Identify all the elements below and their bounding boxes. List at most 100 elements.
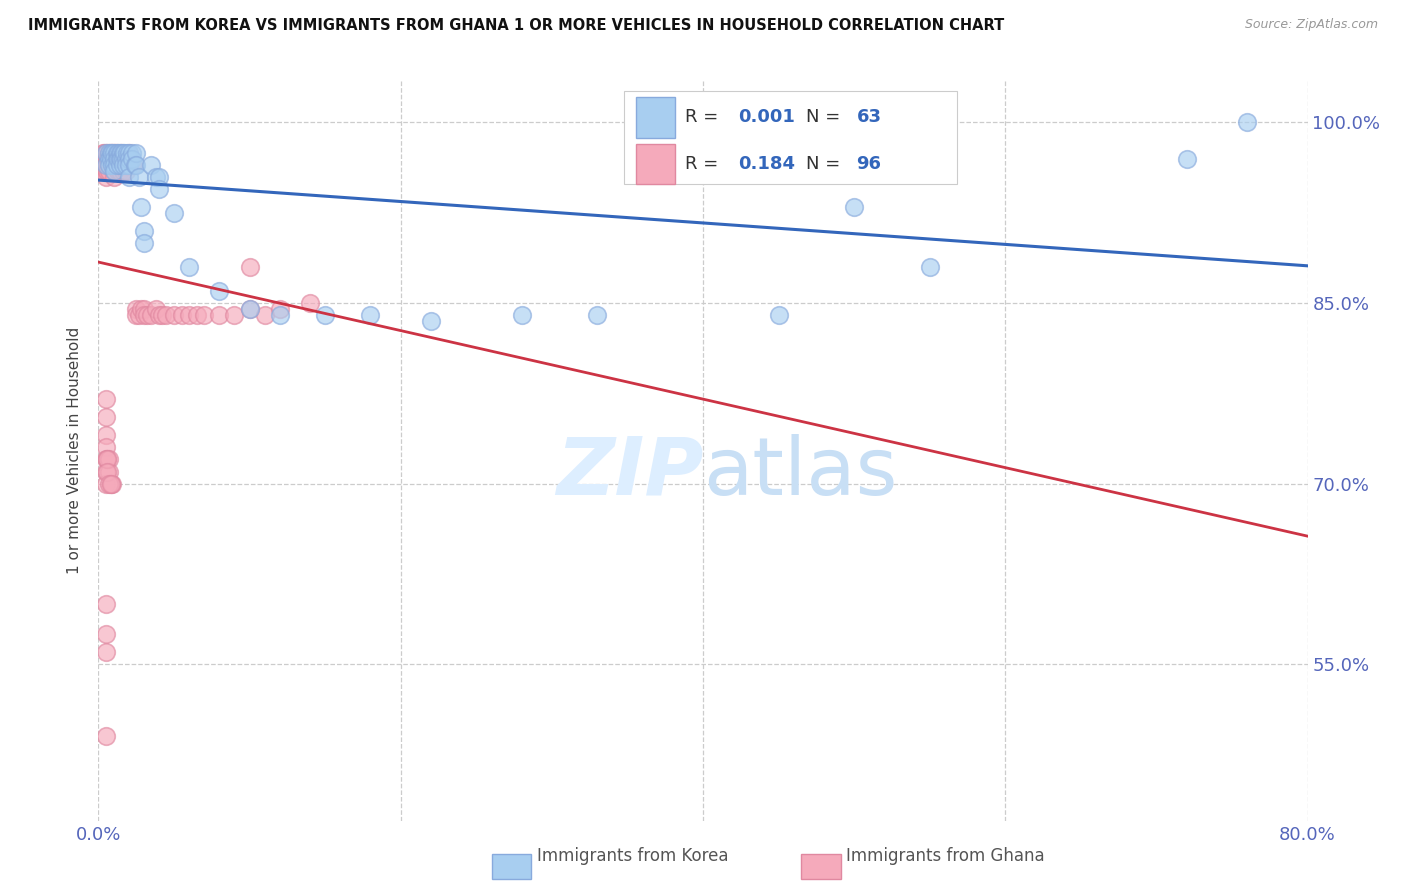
Point: [100, 145, 122, 160]
Point: [122, 157, 145, 171]
Bar: [637, 144, 675, 185]
Point: [94, 152, 117, 166]
Point: [103, 169, 125, 184]
Point: [148, 181, 170, 195]
Point: [96, 163, 118, 178]
Point: [121, 152, 143, 166]
Point: [118, 157, 141, 171]
Point: [103, 152, 125, 166]
Point: [98, 152, 121, 166]
Point: [98, 465, 121, 479]
Point: [132, 235, 155, 250]
Point: [94, 392, 117, 407]
Point: [163, 308, 186, 322]
Point: [239, 260, 262, 274]
Point: [110, 152, 132, 166]
Point: [94, 476, 117, 491]
Point: [108, 145, 131, 160]
Point: [100, 476, 122, 491]
Point: [105, 152, 128, 166]
Point: [100, 476, 122, 491]
Point: [510, 308, 533, 322]
Point: [112, 145, 135, 160]
Point: [94, 145, 117, 160]
Text: 0.001: 0.001: [738, 108, 794, 127]
Point: [94, 428, 117, 442]
Point: [96, 452, 118, 467]
Point: [118, 152, 141, 166]
Point: [100, 152, 122, 166]
Point: [118, 169, 141, 184]
Point: [132, 224, 155, 238]
Point: [253, 308, 276, 322]
Point: [110, 152, 132, 166]
Point: [101, 145, 124, 160]
Point: [107, 157, 129, 171]
Point: [314, 308, 336, 322]
Point: [193, 308, 215, 322]
Point: [101, 157, 124, 171]
Point: [91, 157, 114, 171]
Point: [269, 308, 291, 322]
Point: [103, 145, 125, 160]
Point: [94, 157, 117, 171]
Point: [299, 296, 322, 310]
Point: [100, 152, 122, 166]
Point: [1236, 115, 1258, 129]
Point: [269, 301, 291, 316]
Point: [101, 476, 124, 491]
Text: Immigrants from Ghana: Immigrants from Ghana: [846, 847, 1045, 865]
Point: [150, 308, 173, 322]
Point: [110, 145, 132, 160]
Point: [125, 157, 148, 171]
Point: [103, 145, 125, 160]
Point: [94, 157, 117, 171]
Point: [111, 157, 134, 171]
Point: [145, 301, 167, 316]
Point: [94, 627, 117, 641]
Point: [125, 301, 148, 316]
Point: [224, 308, 246, 322]
Point: [110, 145, 132, 160]
Point: [208, 284, 231, 298]
Point: [94, 441, 117, 455]
Point: [103, 163, 125, 178]
Point: [98, 157, 121, 171]
Point: [661, 157, 683, 171]
Point: [100, 157, 122, 171]
Point: [111, 163, 134, 178]
Point: [93, 157, 115, 171]
Point: [98, 145, 121, 160]
Point: [94, 465, 117, 479]
Point: [135, 308, 157, 322]
Point: [107, 145, 129, 160]
Point: [96, 452, 118, 467]
Text: R =: R =: [685, 108, 724, 127]
Point: [129, 200, 152, 214]
Point: [103, 163, 125, 178]
Point: [105, 157, 128, 171]
Point: [107, 163, 129, 178]
Point: [918, 260, 941, 274]
Point: [132, 301, 155, 316]
Point: [115, 145, 138, 160]
Point: [586, 308, 609, 322]
Point: [94, 410, 117, 425]
Point: [98, 145, 121, 160]
Point: [132, 308, 155, 322]
Point: [91, 145, 114, 160]
Point: [114, 152, 136, 166]
Point: [104, 145, 127, 160]
Point: [103, 157, 125, 171]
Point: [115, 157, 138, 171]
Point: [101, 152, 124, 166]
Point: [112, 157, 135, 171]
Point: [101, 157, 124, 171]
Point: [98, 163, 121, 178]
Point: [141, 157, 163, 171]
Point: [111, 157, 134, 171]
Point: [94, 597, 117, 611]
Point: [108, 152, 131, 166]
Point: [105, 145, 128, 160]
Point: [163, 205, 186, 219]
